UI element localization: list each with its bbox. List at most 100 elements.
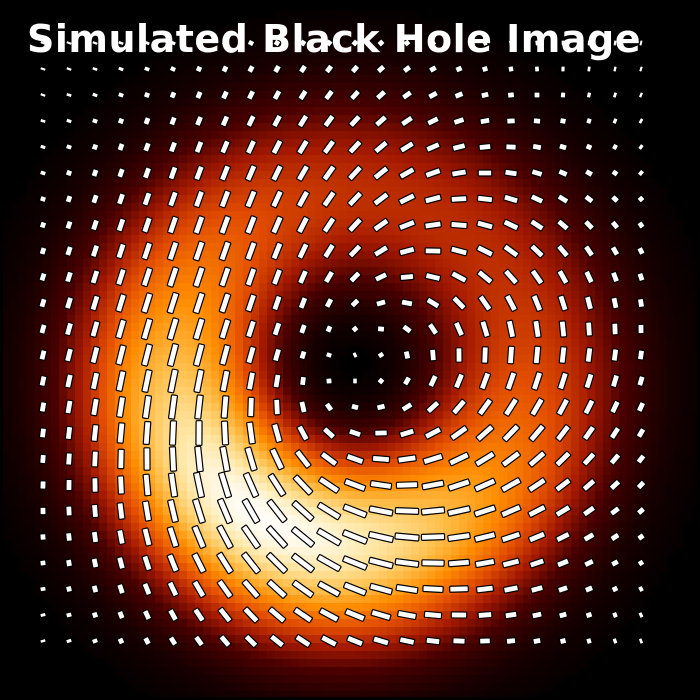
polarization-tick (560, 92, 566, 99)
polarization-tick (39, 428, 46, 438)
polarization-tick (451, 196, 467, 203)
polarization-tick (430, 349, 437, 361)
polarization-tick (532, 611, 543, 619)
polarization-tick (39, 247, 47, 256)
polarization-tick (401, 299, 413, 307)
polarization-tick (423, 585, 443, 592)
polarization-tick (480, 638, 491, 644)
polarization-tick (586, 92, 592, 99)
polarization-tick (117, 92, 124, 99)
polarization-tick (40, 560, 47, 566)
polarization-tick (351, 403, 360, 411)
polarization-tick (144, 448, 150, 470)
polarization-tick (91, 424, 99, 441)
polarization-tick (65, 144, 72, 151)
polarization-tick (248, 397, 255, 417)
polarization-tick (65, 612, 72, 619)
polarization-tick (91, 143, 99, 151)
polarization-tick (559, 117, 566, 124)
polarization-tick (117, 423, 125, 444)
polarization-tick (66, 532, 73, 541)
polarization-tick (143, 474, 151, 496)
polarization-tick (65, 426, 73, 440)
polarization-tick (117, 117, 125, 125)
polarization-tick (450, 586, 469, 593)
polarization-tick (377, 326, 385, 333)
polarization-tick (375, 430, 388, 436)
polarization-tick (559, 637, 567, 644)
polarization-tick (586, 322, 593, 336)
polarization-tick (424, 611, 442, 619)
polarization-tick (638, 324, 644, 333)
polarization-tick (91, 118, 98, 125)
polarization-tick (456, 348, 462, 362)
polarization-tick (395, 508, 418, 515)
polarization-tick (169, 447, 176, 472)
polarization-tick (585, 611, 593, 619)
polarization-tick (91, 504, 98, 517)
polarization-tick (221, 421, 228, 445)
polarization-tick (534, 66, 539, 72)
polarization-tick (558, 611, 567, 619)
polarization-tick (221, 396, 229, 419)
polarization-tick (585, 347, 593, 362)
polarization-tick (91, 531, 99, 543)
polarization-tick (40, 534, 46, 541)
polarization-tick (533, 637, 542, 644)
polarization-tick (637, 298, 644, 308)
polarization-tick (506, 144, 517, 150)
polarization-tick (39, 195, 46, 202)
polarization-tick (478, 612, 492, 619)
polarization-tick (65, 559, 72, 567)
polarization-tick (40, 454, 47, 464)
polarization-tick (533, 118, 541, 125)
polarization-tick (422, 560, 444, 566)
polarization-tick (39, 375, 47, 386)
polarization-tick (508, 66, 515, 73)
polarization-tick (451, 612, 467, 618)
polarization-tick (507, 118, 516, 124)
polarization-tick (611, 349, 619, 362)
polarization-tick (403, 350, 411, 359)
polarization-tick (453, 638, 466, 644)
polarization-tick (40, 612, 47, 617)
polarization-tick (39, 402, 47, 413)
polarization-tick (612, 323, 618, 335)
polarization-tick (425, 248, 441, 254)
polarization-tick (586, 117, 593, 124)
polarization-tick (39, 221, 47, 229)
polarization-tick (66, 453, 73, 466)
polarization-tick (586, 637, 593, 644)
polarization-tick (143, 421, 151, 444)
polarization-tick (39, 170, 46, 177)
polarization-tick (533, 346, 541, 364)
polarization-tick (91, 558, 99, 568)
polarization-tick (40, 586, 47, 592)
polarization-tick (395, 533, 419, 541)
polarization-tick (561, 66, 566, 72)
polarization-tick (117, 502, 125, 519)
polarization-tick (507, 346, 514, 364)
polarization-tick (534, 92, 540, 98)
polarization-tick (587, 66, 592, 72)
polarization-tick (196, 421, 202, 446)
polarization-tick (559, 346, 567, 363)
polarization-tick (372, 455, 390, 462)
polarization-tick (481, 65, 489, 73)
polarization-tick (91, 611, 99, 619)
polarization-tick (299, 376, 306, 386)
polarization-tick (505, 611, 517, 619)
polarization-tick (118, 449, 124, 469)
polarization-tick (559, 321, 567, 337)
polarization-tick (169, 421, 176, 446)
polarization-tick (504, 169, 517, 177)
polarization-tick (400, 273, 414, 280)
polarization-tick (479, 143, 491, 150)
figure-title: Simulated Black Hole Image (27, 17, 641, 61)
polarization-tick (273, 374, 281, 388)
polarization-tick (274, 399, 281, 415)
polarization-tick (558, 143, 567, 151)
figure-frame: Simulated Black Hole Image (0, 0, 700, 700)
polarization-tick (143, 91, 151, 99)
polarization-tick (118, 476, 125, 494)
